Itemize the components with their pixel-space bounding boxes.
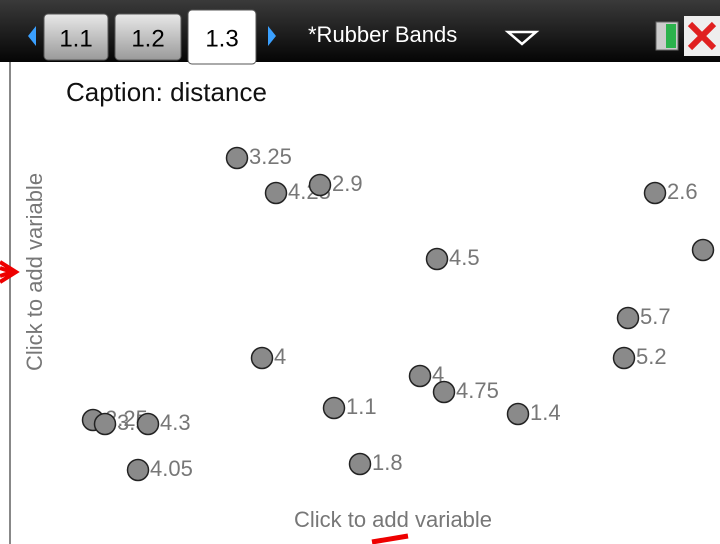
point-label: 5.2 xyxy=(636,344,667,369)
data-point xyxy=(322,396,346,420)
close-icon[interactable] xyxy=(684,16,720,56)
point-label: 1.8 xyxy=(372,450,403,475)
data-point xyxy=(506,402,530,426)
tab-right-arrow[interactable] xyxy=(268,26,276,46)
data-point xyxy=(348,452,372,476)
data-point xyxy=(691,238,715,262)
tab-label: 1.1 xyxy=(59,25,92,52)
data-point xyxy=(408,364,432,388)
data-point xyxy=(643,181,667,205)
data-point xyxy=(264,181,288,205)
data-point xyxy=(250,346,274,370)
x-axis-prompt[interactable]: Click to add variable xyxy=(294,507,492,532)
tab-label: 1.3 xyxy=(205,25,238,52)
points: 3.254.25 2.9 2.64.55.74 5.244.751.1 1.42.253… xyxy=(81,144,715,482)
data-point xyxy=(425,247,449,271)
tab-label: 1.2 xyxy=(131,25,164,52)
data-point xyxy=(126,458,150,482)
point-label: 4.05 xyxy=(150,456,193,481)
tab-active[interactable]: 1.3 xyxy=(187,9,257,65)
y-axis-prompt[interactable]: Click to add variable xyxy=(22,173,47,371)
point-label: 4.3 xyxy=(160,410,191,435)
tab[interactable]: 1.1 xyxy=(43,13,109,61)
data-point xyxy=(136,412,160,436)
annotation-underline xyxy=(371,533,409,544)
tab-box xyxy=(187,9,257,65)
data-point xyxy=(432,380,456,404)
caption: Caption: distance xyxy=(66,77,267,107)
point-label: 3.25 xyxy=(249,144,292,169)
point-label: 2.6 xyxy=(667,179,698,204)
tab-left-arrow[interactable] xyxy=(28,26,36,46)
point-label: 2.9 xyxy=(332,171,363,196)
point-label: 1.4 xyxy=(530,400,561,425)
tab-box xyxy=(114,13,182,61)
data-point xyxy=(93,412,117,436)
data-point xyxy=(616,306,640,330)
data-point xyxy=(225,146,249,170)
tab-box xyxy=(43,13,109,61)
point-label: 5.7 xyxy=(640,304,671,329)
dropdown-icon[interactable] xyxy=(504,30,540,46)
data-point xyxy=(612,346,636,370)
battery-icon xyxy=(655,21,679,51)
point-label: 1.1 xyxy=(346,394,377,419)
point-label: 4 xyxy=(274,344,286,369)
data-point xyxy=(308,173,332,197)
annotation-arrow xyxy=(0,260,20,284)
point-label: 4.75 xyxy=(456,378,499,403)
point-label: 4 xyxy=(432,362,444,387)
point-label: 4.5 xyxy=(449,245,480,270)
document-title[interactable]: *Rubber Bands xyxy=(308,22,457,47)
tab[interactable]: 1.2 xyxy=(114,13,182,61)
